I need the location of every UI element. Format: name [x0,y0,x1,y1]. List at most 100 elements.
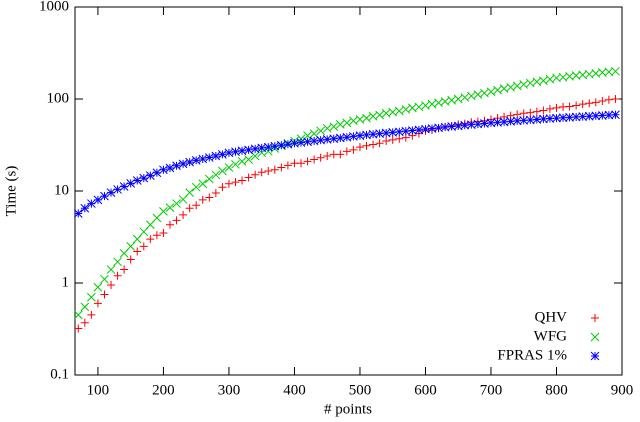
x-tick-label: 300 [218,382,241,398]
data-point [460,120,470,130]
legend-marker [590,351,600,361]
data-point [499,117,509,127]
data-point [152,231,161,240]
data-point [178,159,188,169]
data-point [257,143,267,153]
data-point [185,188,194,197]
legend-marker [590,332,600,342]
data-point [486,118,496,128]
data-point [218,183,227,192]
data-point [237,157,247,166]
data-point [309,136,319,146]
data-point [126,179,136,188]
data-point [191,156,201,165]
data-point [106,265,116,274]
data-point [159,207,168,216]
data-point [192,201,201,210]
data-point [362,113,371,123]
data-point [336,150,345,159]
data-point [453,94,463,104]
data-point [73,209,83,218]
data-point [362,141,371,150]
data-point [322,123,332,133]
data-point [335,133,345,143]
data-point [244,155,253,164]
data-point [107,281,116,290]
data-point [375,139,384,148]
data-point [270,165,279,174]
y-tick-label: 1 [62,274,70,290]
data-point [394,127,404,137]
data-point [185,157,194,167]
data-point [480,119,489,128]
data-point [342,147,351,156]
data-point [460,93,470,102]
data-point [552,113,561,123]
data-point [283,161,292,170]
data-point [276,140,286,150]
data-point [165,203,175,212]
data-point [73,310,83,320]
data-point [198,179,208,189]
data-point [224,179,233,188]
data-point [355,131,365,140]
data-point [290,138,299,148]
x-tick-label: 700 [480,382,503,398]
data-point [145,220,155,230]
data-point [611,66,620,76]
x-tick-label: 600 [414,382,437,398]
data-point [100,290,109,299]
data-point [93,195,103,205]
data-point [545,104,554,113]
data-point [466,120,476,130]
data-point [283,139,293,149]
data-point [165,163,175,173]
data-point [316,153,325,162]
data-point [565,112,574,122]
data-point [198,195,207,204]
data-point [375,110,384,120]
data-point [408,126,417,135]
data-point [578,112,588,121]
data-point [80,302,90,312]
data-point [296,138,306,147]
data-point [100,191,109,201]
legend-label: FPRAS 1% [497,347,567,363]
data-point [74,324,83,333]
data-point [80,203,90,213]
data-point [584,111,594,121]
data-point [100,274,109,284]
data-point [401,105,411,114]
data-point [303,137,312,147]
data-point [362,130,371,140]
data-point [519,116,529,125]
data-point [145,171,155,180]
data-point [250,144,260,154]
data-point [342,118,352,128]
legend-label: QHV [535,309,568,325]
data-point [211,151,221,161]
data-point [205,193,214,202]
data-point [394,106,404,116]
data-point [604,95,613,104]
x-tick-label: 400 [283,382,306,398]
data-point [87,310,96,319]
data-point [578,100,587,109]
data-point [198,154,208,164]
data-point [322,135,332,144]
data-point [159,165,168,175]
x-axis-label: # points [324,401,372,417]
data-point [572,101,581,110]
data-point [139,227,149,237]
data-point [539,106,548,115]
data-point [329,134,339,144]
data-point [335,120,345,129]
data-point [519,109,528,118]
data-point [87,199,96,208]
data-point [191,182,201,192]
data-point [159,228,168,237]
data-point [146,235,155,244]
data-point [427,124,437,133]
x-tick-label: 500 [349,382,372,398]
data-point [172,161,181,171]
